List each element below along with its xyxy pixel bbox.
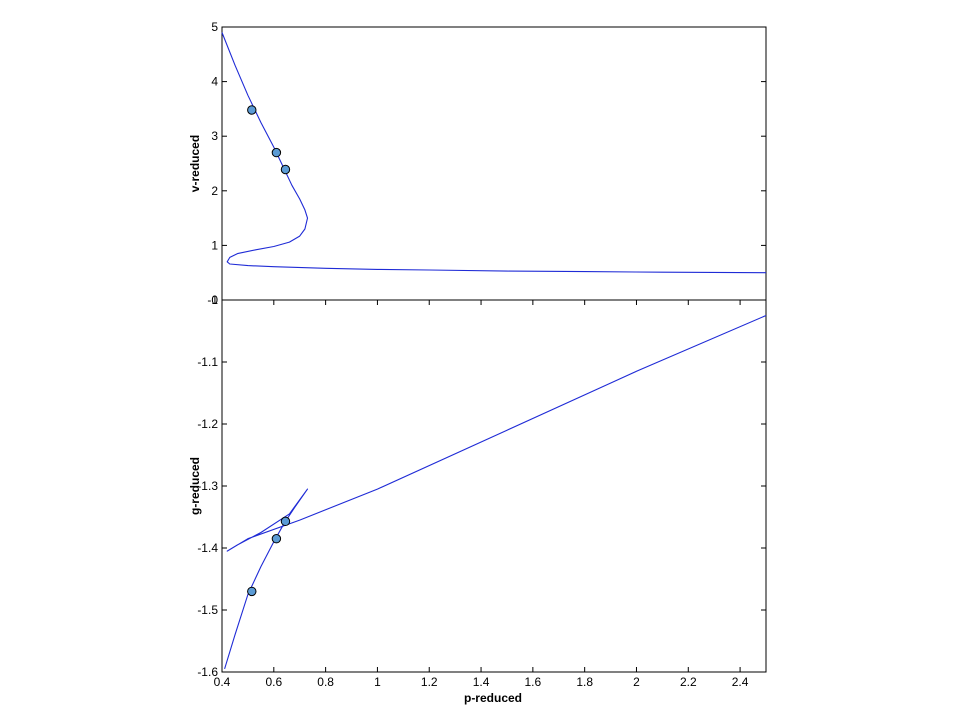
v-reduced-ytick-label: 4 xyxy=(211,75,218,89)
g-reduced-ytick-label: -1 xyxy=(207,293,218,307)
g-reduced-ytick-label: -1.2 xyxy=(197,417,218,431)
v-reduced-curve-group xyxy=(221,32,767,274)
g-reduced-plot-frame xyxy=(221,299,767,673)
v-reduced-ytick-label: 3 xyxy=(211,129,218,143)
g-reduced-marker xyxy=(271,534,282,544)
v-reduced-plot-frame xyxy=(221,26,767,301)
g-reduced-curve xyxy=(224,314,767,670)
g-reduced-xtick-label: 1.6 xyxy=(525,675,542,689)
v-reduced-marker xyxy=(247,105,257,115)
g-reduced-markers xyxy=(247,516,291,597)
g-reduced-curve-group xyxy=(224,314,767,670)
g-reduced-ticks: -1.6 -1.5 -1.4 -1.3 -1.2 -1.1 -1 0.4 0.6 0.8 1 1.2 1… xyxy=(197,293,766,689)
g-reduced-xtick-label: 0.4 xyxy=(214,675,231,689)
v-reduced-curve xyxy=(221,32,767,274)
g-reduced-xtick-label: 1 xyxy=(374,675,381,689)
v-reduced-markers xyxy=(247,105,291,175)
g-reduced-ytick-label: -1.6 xyxy=(197,665,218,679)
v-reduced-ytick-label: 1 xyxy=(211,238,218,252)
g-reduced-marker xyxy=(280,516,291,527)
g-reduced-y-axis-label: g-reduced xyxy=(188,457,202,515)
v-reduced-ytick-label: 0 xyxy=(211,293,218,307)
v-reduced-plot: 0 1 2 3 4 5 v-reduced xyxy=(188,20,767,307)
g-reduced-marker xyxy=(247,586,257,597)
g-reduced-xtick-label: 0.8 xyxy=(317,675,334,689)
g-reduced-ytick-label: -1.3 xyxy=(197,479,218,493)
g-reduced-xtick-label: 0.6 xyxy=(265,675,282,689)
g-reduced-ytick-label: -1.1 xyxy=(197,355,218,369)
v-reduced-marker xyxy=(280,164,291,175)
g-reduced-plot: -1.6 -1.5 -1.4 -1.3 -1.2 -1.1 -1 0.4 0.6 0.8 1 1.2 1… xyxy=(188,293,767,705)
g-reduced-xtick-label: 2.2 xyxy=(680,675,697,689)
g-reduced-ytick-label: -1.5 xyxy=(197,603,218,617)
p-reduced-x-axis-label: p-reduced xyxy=(464,691,522,705)
g-reduced-xtick-label: 2 xyxy=(633,675,640,689)
v-reduced-ytick-label: 5 xyxy=(211,20,218,34)
g-reduced-xtick-label: 2.4 xyxy=(732,675,749,689)
g-reduced-xtick-label: 1.2 xyxy=(421,675,438,689)
v-reduced-marker xyxy=(271,147,282,158)
g-reduced-ytick-label: -1.4 xyxy=(197,541,218,555)
g-reduced-xtick-label: 1.4 xyxy=(473,675,490,689)
v-reduced-ytick-label: 2 xyxy=(211,184,218,198)
g-reduced-xtick-label: 1.8 xyxy=(576,675,593,689)
v-reduced-ticks: 0 1 2 3 4 5 xyxy=(211,20,766,307)
v-reduced-y-axis-label: v-reduced xyxy=(188,135,202,192)
